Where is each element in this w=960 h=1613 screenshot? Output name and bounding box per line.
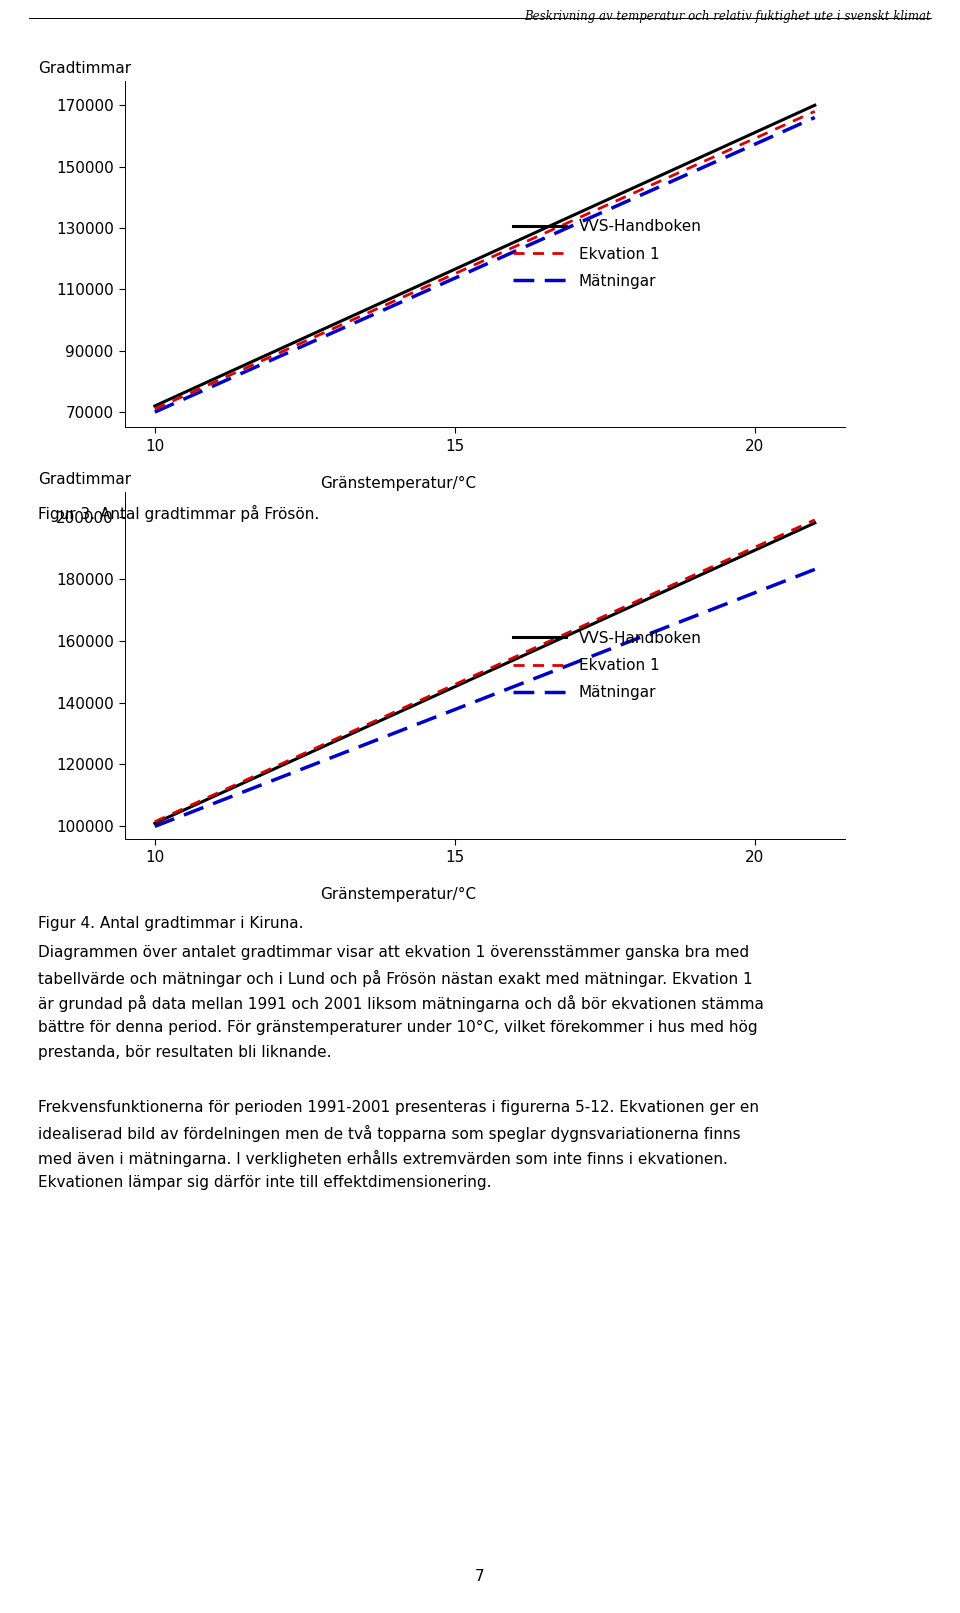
Text: Frekvensfunktionerna för perioden 1991-2001 presenteras i figurerna 5-12. Ekvati: Frekvensfunktionerna för perioden 1991-2…	[38, 1100, 759, 1115]
Text: Gränstemperatur/°C: Gränstemperatur/°C	[321, 476, 476, 490]
Text: prestanda, bör resultaten bli liknande.: prestanda, bör resultaten bli liknande.	[38, 1045, 332, 1060]
Text: 7: 7	[475, 1569, 485, 1584]
Text: Ekvationen lämpar sig därför inte till effektdimensionering.: Ekvationen lämpar sig därför inte till e…	[38, 1176, 492, 1190]
Text: tabellvärde och mätningar och i Lund och på Frösön nästan exakt med mätningar. E: tabellvärde och mätningar och i Lund och…	[38, 971, 753, 987]
Text: idealiserad bild av fördelningen men de två topparna som speglar dygnsvariatione: idealiserad bild av fördelningen men de …	[38, 1126, 741, 1142]
Text: är grundad på data mellan 1991 och 2001 liksom mätningarna och då bör ekvationen: är grundad på data mellan 1991 och 2001 …	[38, 995, 764, 1013]
Text: Figur 4. Antal gradtimmar i Kiruna.: Figur 4. Antal gradtimmar i Kiruna.	[38, 916, 304, 931]
Text: Diagrammen över antalet gradtimmar visar att ekvation 1 överensstämmer ganska br: Diagrammen över antalet gradtimmar visar…	[38, 945, 750, 960]
Text: bättre för denna period. För gränstemperaturer under 10°C, vilket förekommer i h: bättre för denna period. För gränstemper…	[38, 1021, 758, 1036]
Legend: VVS-Handboken, Ekvation 1, Mätningar: VVS-Handboken, Ekvation 1, Mätningar	[507, 624, 708, 706]
Text: Gradtimmar: Gradtimmar	[38, 473, 132, 487]
Text: Beskrivning av temperatur och relativ fuktighet ute i svenskt klimat: Beskrivning av temperatur och relativ fu…	[524, 11, 931, 24]
Text: med även i mätningarna. I verkligheten erhålls extremvärden som inte finns i ekv: med även i mätningarna. I verkligheten e…	[38, 1150, 729, 1168]
Text: Gradtimmar: Gradtimmar	[38, 61, 132, 76]
Legend: VVS-Handboken, Ekvation 1, Mätningar: VVS-Handboken, Ekvation 1, Mätningar	[507, 213, 708, 295]
Text: Gränstemperatur/°C: Gränstemperatur/°C	[321, 887, 476, 902]
Text: Figur 3. Antal gradtimmar på Frösön.: Figur 3. Antal gradtimmar på Frösön.	[38, 505, 320, 523]
